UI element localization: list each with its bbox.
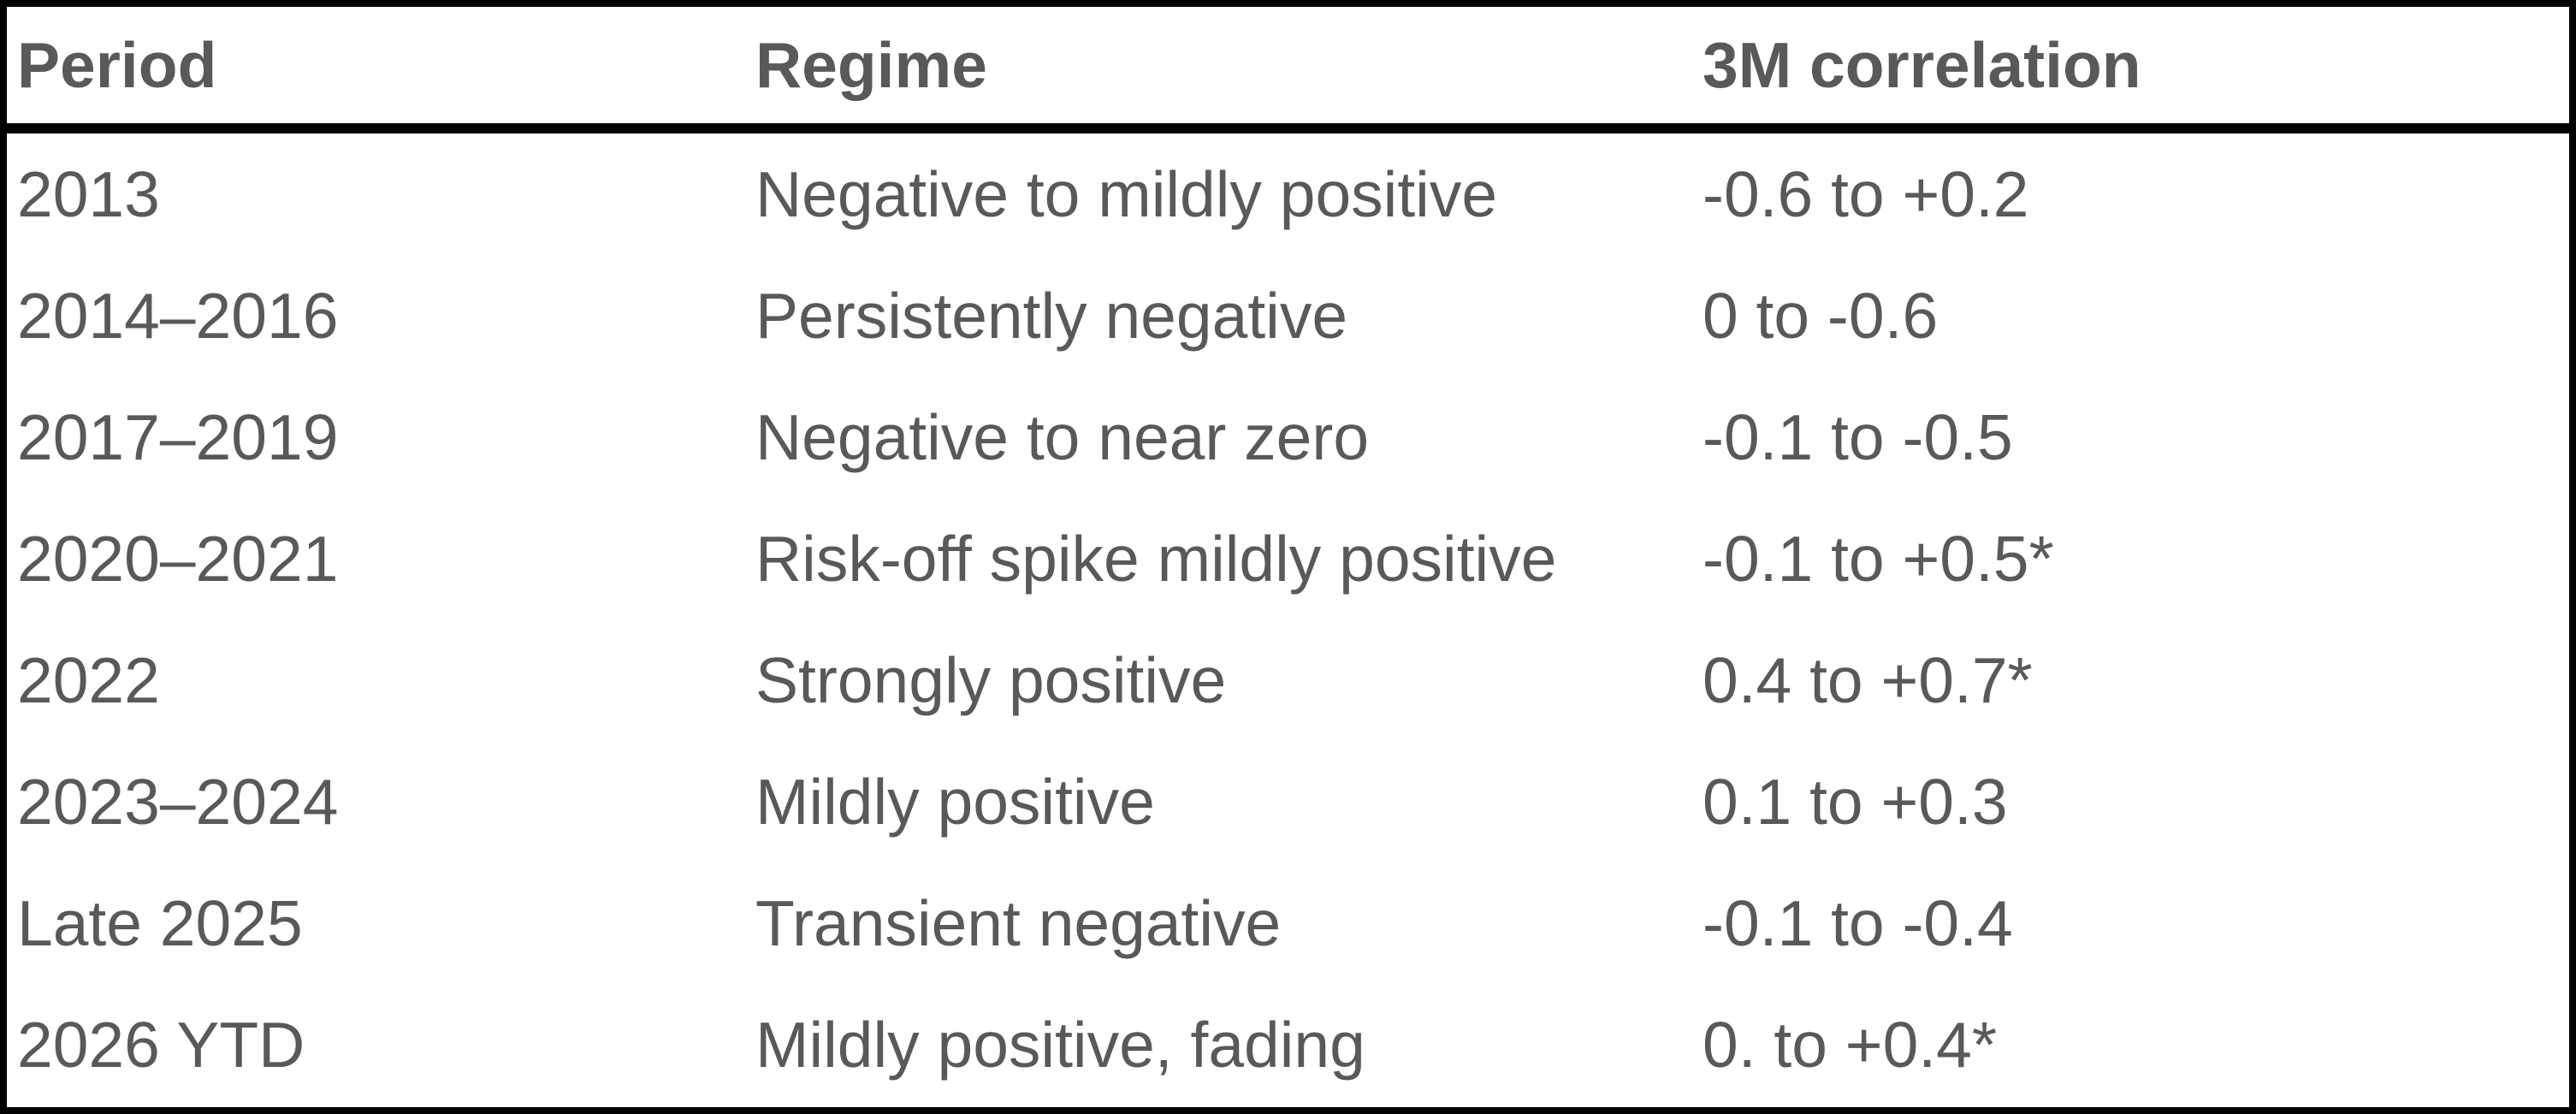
table-cell: 2022 bbox=[17, 644, 160, 716]
header-row: Period Regime 3M correlation bbox=[7, 7, 2569, 133]
table-cell: 2013 bbox=[17, 158, 160, 230]
table-row: 2017–2019 Negative to near zero -0.1 to -0… bbox=[7, 376, 2569, 498]
table-cell: -0.6 to +0.2 bbox=[1703, 158, 2029, 230]
table-cell: Mildly positive bbox=[755, 766, 1155, 838]
table-cell: 2023–2024 bbox=[17, 766, 339, 838]
table-row: 2023–2024 Mildly positive 0.1 to +0.3 bbox=[7, 741, 2569, 862]
table-cell: Negative to mildly positive bbox=[755, 158, 1498, 230]
table-cell: 2014–2016 bbox=[17, 280, 339, 352]
table-cell: 2020–2021 bbox=[17, 523, 339, 595]
table-cell: Risk-off spike mildly positive bbox=[755, 523, 1557, 595]
table-cell: Transient negative bbox=[755, 887, 1282, 959]
table-cell: Late 2025 bbox=[17, 887, 303, 959]
table-cell: -0.1 to +0.5* bbox=[1703, 523, 2054, 595]
table-cell: 0 to -0.6 bbox=[1703, 280, 1939, 352]
table-cell: 0.1 to +0.3 bbox=[1703, 766, 2008, 838]
table-cell: 2017–2019 bbox=[17, 401, 339, 473]
table-row: 2014–2016 Persistently negative 0 to -0.6 bbox=[7, 255, 2569, 376]
table-cell: Strongly positive bbox=[755, 644, 1227, 716]
table-cell: 2026 YTD bbox=[17, 1009, 305, 1081]
table-cell: -0.1 to -0.4 bbox=[1703, 887, 2013, 959]
table-cell: Mildly positive, fading bbox=[755, 1009, 1365, 1081]
table-cell: 0.4 to +0.7* bbox=[1703, 644, 2033, 716]
table-cell: 0. to +0.4* bbox=[1703, 1009, 1998, 1081]
table-cell: Persistently negative bbox=[755, 280, 1348, 352]
table-cell: -0.1 to -0.5 bbox=[1703, 401, 2013, 473]
header-cell: 3M correlation bbox=[1703, 29, 2141, 101]
table-row: 2020–2021 Risk-off spike mildly positive -… bbox=[7, 498, 2569, 619]
table-cell: Negative to near zero bbox=[755, 401, 1370, 473]
table-row: 2026 YTD Mildly positive, fading 0. to +0.… bbox=[7, 984, 2569, 1105]
header-cell: Period bbox=[17, 29, 217, 101]
table-row: 2022 Strongly positive 0.4 to +0.7* bbox=[7, 619, 2569, 741]
header-cell: Regime bbox=[755, 29, 987, 101]
table-row: Late 2025 Transient negative -0.1 to -0.4 bbox=[7, 862, 2569, 984]
table-row: 2013 Negative to mildly positive -0.6 to +… bbox=[7, 133, 2569, 255]
